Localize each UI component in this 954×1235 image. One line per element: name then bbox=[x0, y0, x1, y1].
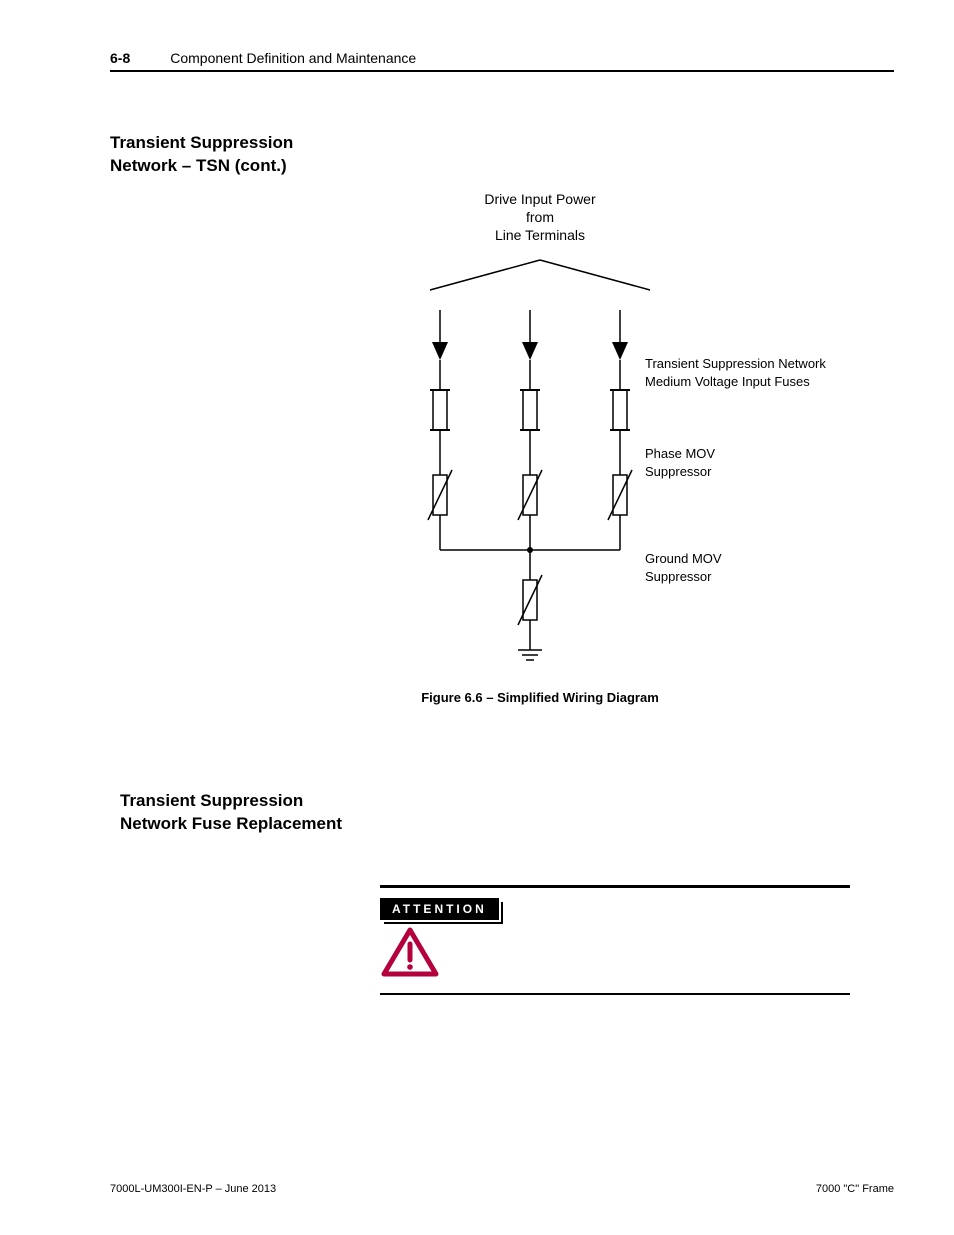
label-line: Phase MOV bbox=[645, 445, 715, 463]
diagram-label-line: Drive Input Power bbox=[430, 190, 650, 208]
footer-left: 7000L-UM300I-EN-P – June 2013 bbox=[110, 1183, 276, 1195]
label-line: Suppressor bbox=[645, 568, 722, 586]
diagram-top-label: Drive Input Power from Line Terminals bbox=[430, 190, 650, 245]
section-title-fuse-replacement: Transient Suppression Network Fuse Repla… bbox=[120, 790, 342, 836]
diagram-label-line: from bbox=[430, 208, 650, 226]
label-phase-mov: Phase MOV Suppressor bbox=[645, 445, 715, 480]
label-line: Medium Voltage Input Fuses bbox=[645, 373, 826, 391]
label-line: Transient Suppression Network bbox=[645, 355, 826, 373]
diagram-label-line: Line Terminals bbox=[430, 226, 650, 244]
warning-triangle-icon bbox=[380, 926, 850, 983]
label-fuses: Transient Suppression Network Medium Vol… bbox=[645, 355, 826, 390]
attention-block: ATTENTION bbox=[380, 885, 850, 995]
page-footer: 7000L-UM300I-EN-P – June 2013 7000 "C" F… bbox=[110, 1183, 894, 1195]
section-title-tsn-cont: Transient Suppression Network – TSN (con… bbox=[110, 132, 894, 178]
page-number: 6-8 bbox=[110, 50, 130, 66]
section-title-line: Network Fuse Replacement bbox=[120, 813, 342, 836]
chapter-title: Component Definition and Maintenance bbox=[170, 50, 416, 66]
label-line: Suppressor bbox=[645, 463, 715, 481]
footer-right: 7000 "C" Frame bbox=[816, 1183, 894, 1195]
label-line: Ground MOV bbox=[645, 550, 722, 568]
fuse-symbols bbox=[430, 390, 630, 430]
phase-mov-symbols bbox=[428, 470, 632, 520]
section-title-line: Transient Suppression bbox=[120, 790, 342, 813]
figure-caption: Figure 6.6 – Simplified Wiring Diagram bbox=[380, 690, 700, 705]
section-title-line: Transient Suppression bbox=[110, 132, 894, 155]
attention-label: ATTENTION bbox=[380, 898, 499, 920]
page-header: 6-8 Component Definition and Maintenance bbox=[110, 50, 894, 72]
section-title-line: Network – TSN (cont.) bbox=[110, 155, 894, 178]
phase-arrows bbox=[432, 310, 628, 360]
page: 6-8 Component Definition and Maintenance… bbox=[0, 0, 954, 1235]
wiring-diagram: Drive Input Power from Line Terminals bbox=[380, 190, 850, 690]
label-ground-mov: Ground MOV Suppressor bbox=[645, 550, 722, 585]
